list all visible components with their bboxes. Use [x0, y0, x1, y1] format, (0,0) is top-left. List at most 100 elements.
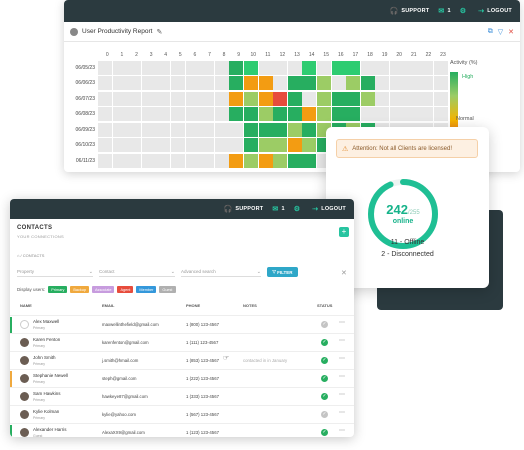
heatmap-cell[interactable] — [375, 107, 390, 122]
heatmap-cell[interactable] — [243, 122, 259, 137]
heatmap-cell[interactable] — [185, 153, 200, 168]
contact-name[interactable]: Alex Maxwell — [33, 319, 60, 324]
heatmap-cell[interactable] — [360, 107, 375, 122]
heatmap-cell[interactable] — [243, 153, 259, 168]
heatmap-cell[interactable] — [404, 76, 419, 91]
heatmap-cell[interactable] — [243, 91, 259, 106]
heatmap-cell[interactable] — [389, 76, 404, 91]
heatmap-cell[interactable] — [287, 138, 302, 153]
heatmap-cell[interactable] — [127, 60, 142, 75]
header-status[interactable]: STATUS — [317, 303, 333, 308]
more-options-icon[interactable]: ⋯ — [339, 410, 346, 416]
heatmap-cell[interactable] — [98, 153, 113, 168]
heatmap-cell[interactable] — [170, 60, 186, 75]
heatmap-cell[interactable] — [200, 138, 215, 153]
heatmap-cell[interactable] — [214, 91, 229, 106]
heatmap-cell[interactable] — [170, 107, 186, 122]
heatmap-cell[interactable] — [273, 138, 288, 153]
more-options-icon[interactable]: ⋯ — [339, 338, 346, 344]
header-name[interactable]: NAME — [20, 303, 32, 308]
contact-name[interactable]: Sam Hawkins — [33, 391, 61, 396]
heatmap-cell[interactable] — [214, 153, 229, 168]
heatmap-cell[interactable] — [273, 91, 288, 106]
heatmap-cell[interactable] — [170, 76, 186, 91]
filter-button[interactable]: ▽ FILTER — [267, 267, 298, 277]
support-link[interactable]: 🎧 SUPPORT — [389, 8, 429, 15]
heatmap-cell[interactable] — [346, 60, 361, 75]
property-select[interactable]: Property ⌄ — [17, 267, 93, 277]
contact-name[interactable]: John Smith — [33, 355, 56, 360]
edit-icon[interactable]: ✎ — [156, 28, 163, 36]
heatmap-cell[interactable] — [156, 76, 171, 91]
heatmap-cell[interactable] — [287, 153, 302, 168]
heatmap-cell[interactable] — [98, 107, 113, 122]
more-options-icon[interactable]: ⋯ — [339, 428, 346, 434]
table-row[interactable]: John Smith Primary j.smith@hmail.com 1 (853… — [10, 351, 354, 369]
heatmap-cell[interactable] — [419, 91, 434, 106]
heatmap-cell[interactable] — [200, 122, 215, 137]
heatmap-cell[interactable] — [346, 107, 361, 122]
heatmap-cell[interactable] — [185, 107, 200, 122]
heatmap-cell[interactable] — [360, 91, 375, 106]
heatmap-cell[interactable] — [229, 60, 244, 75]
heatmap-cell[interactable] — [360, 76, 375, 91]
heatmap-cell[interactable] — [185, 60, 200, 75]
heatmap-cell[interactable] — [258, 60, 273, 75]
heatmap-cell[interactable] — [127, 76, 142, 91]
heatmap-cell[interactable] — [185, 138, 200, 153]
heatmap-cell[interactable] — [98, 122, 113, 137]
heatmap-cell[interactable] — [127, 91, 142, 106]
heatmap-cell[interactable] — [156, 91, 171, 106]
heatmap-cell[interactable] — [433, 91, 448, 106]
heatmap-cell[interactable] — [185, 91, 200, 106]
heatmap-cell[interactable] — [170, 122, 186, 137]
heatmap-cell[interactable] — [127, 107, 142, 122]
heatmap-cell[interactable] — [287, 60, 302, 75]
heatmap-cell[interactable] — [346, 91, 361, 106]
heatmap-cell[interactable] — [112, 91, 127, 106]
heatmap-cell[interactable] — [302, 91, 317, 106]
heatmap-cell[interactable] — [200, 153, 215, 168]
close-icon[interactable]: ✕ — [508, 28, 514, 36]
clear-filters-icon[interactable]: ✕ — [341, 270, 347, 277]
heatmap-cell[interactable] — [127, 153, 142, 168]
heatmap-cell[interactable] — [214, 138, 229, 153]
heatmap-cell[interactable] — [273, 107, 288, 122]
heatmap-cell[interactable] — [316, 91, 331, 106]
logout-button[interactable]: ⇢ LOGOUT — [478, 8, 512, 15]
heatmap-cell[interactable] — [258, 107, 273, 122]
heatmap-cell[interactable] — [243, 138, 259, 153]
heatmap-cell[interactable] — [360, 60, 375, 75]
heatmap-cell[interactable] — [375, 76, 390, 91]
user-type-chip[interactable]: Agent — [117, 286, 134, 293]
copy-icon[interactable]: ⧉ — [487, 27, 493, 35]
contact-name[interactable]: Alexander Harris — [33, 427, 67, 432]
contact-email[interactable]: AlexaXX9@gmail.com — [102, 430, 145, 435]
contact-name[interactable]: Stephanie Newell — [33, 373, 69, 378]
heatmap-cell[interactable] — [170, 153, 186, 168]
heatmap-cell[interactable] — [112, 153, 127, 168]
heatmap-cell[interactable] — [433, 76, 448, 91]
user-type-chip[interactable]: Guest — [159, 286, 176, 293]
settings-button[interactable]: ⚙ — [460, 8, 469, 15]
heatmap-cell[interactable] — [112, 122, 127, 137]
heatmap-cell[interactable] — [141, 107, 156, 122]
heatmap-cell[interactable] — [287, 91, 302, 106]
heatmap-cell[interactable] — [156, 122, 171, 137]
heatmap-cell[interactable] — [141, 153, 156, 168]
table-row[interactable]: Alex Maxwell Primary maxwellinthefield@gma… — [10, 315, 354, 333]
header-email[interactable]: EMAIL — [102, 303, 115, 308]
support-link[interactable]: 🎧 SUPPORT — [223, 206, 263, 213]
heatmap-cell[interactable] — [302, 60, 317, 75]
messages-button[interactable]: ✉ 1 — [272, 206, 284, 213]
heatmap-cell[interactable] — [141, 76, 156, 91]
contact-email[interactable]: hawkeye87@gmail.com — [102, 394, 148, 399]
heatmap-cell[interactable] — [112, 138, 127, 153]
user-type-chip[interactable]: Backup — [70, 286, 90, 293]
heatmap-cell[interactable] — [302, 107, 317, 122]
heatmap-cell[interactable] — [287, 122, 302, 137]
contact-email[interactable]: maxwellinthefield@gmail.com — [102, 322, 159, 327]
heatmap-cell[interactable] — [156, 107, 171, 122]
heatmap-cell[interactable] — [127, 122, 142, 137]
table-row[interactable]: Alexander Harris Guest AlexaXX9@gmail.com 1… — [10, 423, 354, 437]
